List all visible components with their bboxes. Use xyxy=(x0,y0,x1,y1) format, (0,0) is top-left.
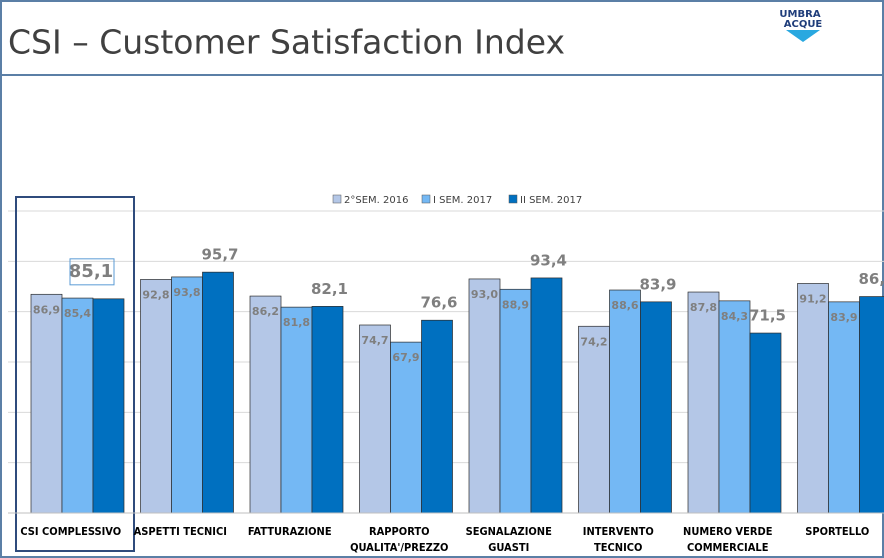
data-label: 82,1 xyxy=(311,280,348,298)
bar xyxy=(390,341,422,514)
bar xyxy=(30,293,63,514)
logo-text: UMBRA xyxy=(779,9,820,20)
bar xyxy=(749,332,782,514)
data-label: 84,3 xyxy=(721,310,748,323)
data-label: 86,9 xyxy=(33,303,60,316)
data-label: 93,8 xyxy=(173,286,200,299)
data-label: 86,2 xyxy=(252,305,279,318)
legend-label: 2°SEM. 2016 xyxy=(344,195,408,206)
bar xyxy=(609,289,641,514)
bar xyxy=(578,325,610,514)
bar xyxy=(468,278,501,514)
label-box xyxy=(69,258,115,286)
x-tick-label: SEGNALAZIONE GUASTI xyxy=(465,525,552,554)
bar xyxy=(421,319,453,514)
bar xyxy=(530,277,563,514)
bar xyxy=(828,301,860,514)
bar xyxy=(311,306,344,514)
data-label: 87,8 xyxy=(690,301,717,314)
legend-swatch xyxy=(508,194,518,204)
bar xyxy=(718,300,751,514)
x-tick-label: SPORTELLO xyxy=(805,525,870,538)
data-label: 95,7 xyxy=(201,246,238,264)
data-label: 74,2 xyxy=(580,335,607,348)
highlight-box xyxy=(15,196,135,552)
data-label: 83,9 xyxy=(830,311,857,324)
x-tick-label: FATTURAZIONE xyxy=(247,525,332,538)
bar xyxy=(859,296,884,514)
x-tick-label: CSI COMPLESSIVO xyxy=(20,525,122,538)
legend-label: II SEM. 2017 xyxy=(520,195,582,206)
data-label: 81,8 xyxy=(283,316,310,329)
bar xyxy=(687,291,720,514)
legend-swatch xyxy=(332,194,342,204)
data-label: 74,7 xyxy=(361,334,388,347)
data-label: 86,0 xyxy=(858,270,884,288)
data-label: 91,2 xyxy=(799,292,826,305)
chart-title: CSI – Customer Satisfaction Index xyxy=(8,23,565,62)
bar xyxy=(797,283,829,514)
x-tick-label: NUMERO VERDE COMMERCIALE xyxy=(683,525,773,554)
bar xyxy=(640,301,672,514)
bar xyxy=(61,297,94,514)
x-tick-label: RAPPORTO QUALITA'/PREZZO xyxy=(350,525,449,554)
data-label: 88,9 xyxy=(502,298,529,311)
x-tick-label: ASPETTI TECNICI xyxy=(133,525,227,538)
data-label: 93,0 xyxy=(471,288,498,301)
data-label: 85,4 xyxy=(64,307,91,320)
legend-swatch xyxy=(421,194,431,204)
data-label: 67,9 xyxy=(392,351,419,364)
bar xyxy=(92,298,125,514)
data-label: 88,6 xyxy=(611,299,638,312)
bar xyxy=(171,276,203,514)
data-label: 93,4 xyxy=(530,251,567,269)
logo-icon xyxy=(786,30,820,42)
bar xyxy=(249,295,282,514)
logo-text: ACQUE xyxy=(784,19,823,30)
legend-label: I SEM. 2017 xyxy=(433,195,492,206)
data-label: 71,5 xyxy=(749,307,786,325)
bar xyxy=(359,324,391,514)
data-label: 85,1 xyxy=(69,261,113,282)
data-label: 92,8 xyxy=(142,288,169,301)
x-tick-label: INTERVENTO TECNICO xyxy=(582,525,654,554)
bar xyxy=(140,279,172,514)
data-label: 76,6 xyxy=(420,294,457,312)
bar xyxy=(280,306,313,514)
bar xyxy=(202,271,234,514)
data-label: 83,9 xyxy=(639,275,676,293)
bar xyxy=(499,288,532,514)
